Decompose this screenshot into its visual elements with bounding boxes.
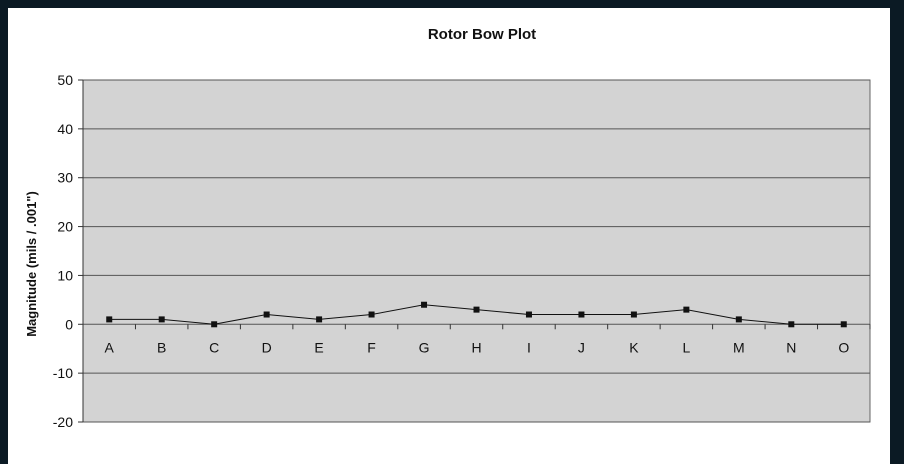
- data-point: [735, 316, 742, 323]
- data-point: [788, 321, 795, 328]
- y-tick-label: 40: [57, 121, 73, 137]
- x-tick-label: N: [786, 339, 796, 355]
- data-point: [630, 311, 637, 318]
- y-tick-label: 30: [57, 170, 73, 186]
- x-tick-label: J: [578, 339, 585, 355]
- data-point: [840, 321, 847, 328]
- plot-area: 50 40 30 20 10 0 -10 -20 A B C D E F G H I J K L M N O: [53, 72, 871, 430]
- x-tick-label: B: [157, 339, 166, 355]
- plot-background: [82, 79, 871, 423]
- x-tick-label: G: [419, 339, 430, 355]
- chart-container: Rotor Bow Plot Magnitude (mils / .001") …: [8, 8, 890, 464]
- data-point: [525, 311, 532, 318]
- x-tick-label: F: [367, 339, 376, 355]
- y-tick-label: 50: [57, 72, 73, 88]
- x-tick-label: D: [262, 339, 272, 355]
- y-tick-label: 20: [57, 219, 73, 235]
- x-tick-label: L: [682, 339, 690, 355]
- data-point: [421, 301, 428, 308]
- chart-title: Rotor Bow Plot: [428, 26, 536, 43]
- data-point: [158, 316, 165, 323]
- y-axis-label: Magnitude (mils / .001"): [24, 191, 39, 337]
- data-point: [263, 311, 270, 318]
- x-tick-label: O: [838, 339, 849, 355]
- y-tick-label: 0: [65, 316, 73, 332]
- y-tick-label: 10: [57, 267, 73, 283]
- data-point: [211, 321, 218, 328]
- x-tick-label: H: [471, 339, 481, 355]
- x-tick-label: M: [733, 339, 745, 355]
- x-tick-label: A: [105, 339, 115, 355]
- y-tick-label: -10: [53, 365, 73, 381]
- line-chart: Rotor Bow Plot Magnitude (mils / .001") …: [24, 26, 871, 430]
- x-tick-label: C: [209, 339, 219, 355]
- data-point: [578, 311, 585, 318]
- x-tick-label: E: [314, 339, 323, 355]
- data-point: [473, 306, 480, 313]
- data-point: [368, 311, 375, 318]
- data-point: [106, 316, 113, 323]
- data-point: [683, 306, 690, 313]
- y-tick-label: -20: [53, 414, 73, 430]
- x-tick-label: K: [629, 339, 639, 355]
- x-tick-label: I: [527, 339, 531, 355]
- data-point: [316, 316, 323, 323]
